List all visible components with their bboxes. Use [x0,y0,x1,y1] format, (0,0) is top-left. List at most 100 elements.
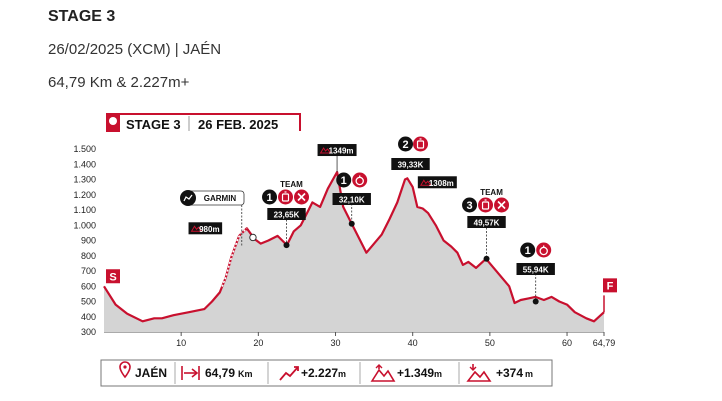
bottle-shape [481,201,490,210]
x-tick-label: 64,79 [593,338,616,348]
screwdriver-shape [297,192,306,202]
stat-max-altitude-unit: m [434,369,442,379]
checkpoint-number-badge [520,242,536,258]
checkpoint-km-label: 55,94K [523,266,549,275]
stat-min-altitude: +374 [496,366,523,380]
summit-label: 1349m [329,147,354,156]
y-tick-label: 300 [81,327,96,337]
checkpoint-dot [283,242,290,249]
checkpoint-number: 1 [525,245,531,257]
checkpoint-km-label: 32,10K [339,196,365,205]
checkpoint-dot [483,255,490,262]
x-tick-label: 60 [562,338,572,348]
x-tick-label: 30 [331,338,341,348]
finish-marker [603,278,617,293]
checkpoint-km-label-bg [332,193,371,205]
y-tick-label: 800 [81,251,96,261]
checkpoint-number-badge [398,136,414,152]
bottle-icon [478,197,494,213]
stat-location: JAÉN [135,365,167,380]
stat-min-altitude-unit: m [525,369,533,379]
garmin-label: GARMIN [204,194,237,203]
checkpoint-dot [532,298,539,305]
banner-red-bar [106,113,301,131]
checkpoint-km-label: 23,65K [274,211,300,220]
stopwatch-icon [352,172,368,188]
bottle-shape [416,140,425,149]
mountain-icon [419,179,432,186]
profile-area [104,172,604,332]
location-icon [119,361,131,379]
bottle-shape [281,193,290,202]
y-tick-label: 900 [81,236,96,246]
stage-banner: STAGE 3 26 FEB. 2025 [106,113,301,132]
checkpoint-km-label: 39,33K [398,161,424,170]
team-tag: TEAM [280,180,303,189]
checkpoint-dot [348,220,355,227]
profile-line [103,170,605,323]
stat-distance: 64,79 [205,366,235,380]
checkpoint-number: 2 [402,139,408,151]
checkpoint-number: 1 [341,175,347,187]
summit-label: 1308m [429,179,454,188]
stopwatch-icon [536,242,552,258]
stage-distance-summary: 64,79 Km & 2.227m+ [48,74,190,91]
bottle-icon [278,189,294,205]
team-tag: TEAM [480,188,503,197]
y-tick-label: 1.000 [73,220,96,230]
mountain-icon [319,147,332,154]
y-tick-label: 1.500 [73,144,96,154]
x-tick-label: 40 [408,338,418,348]
stat-max-altitude: +1.349 [397,366,434,380]
svg-text:+2.227m: +2.227m [301,366,346,380]
start-marker [106,269,120,284]
svg-text:+1.349m: +1.349m [397,366,442,380]
stats-bar: JAÉN 64,79 Km +2.227m +1.349m +374 m [100,359,553,387]
start-label: S [109,271,116,283]
x-tick-label: 10 [176,338,186,348]
banner-stage-label: STAGE 3 [126,117,181,132]
checkpoint-number: 1 [266,192,272,204]
x-tick-label: 20 [253,338,263,348]
screwdriver-shape [497,200,506,210]
checkpoint-km-label: 49,57K [474,219,500,228]
profile-layer: SF [103,170,617,332]
y-tick-label: 500 [81,297,96,307]
location-pin-icon [109,117,117,125]
y-tick-label: 1.200 [73,190,96,200]
bottle-icon [413,136,429,152]
checkpoint-number: 3 [466,200,472,212]
y-tick-label: 1.400 [73,159,96,169]
y-tick-label: 1.300 [73,175,96,185]
stat-climb: +2.227 [301,366,338,380]
annotations-layer: 1349m1308m980mGARMIN23,65K1TEAM32,10K123… [180,136,555,305]
banner-date-label: 26 FEB. 2025 [198,117,278,132]
mountain-icon [190,225,203,232]
stage-title: STAGE 3 [48,8,116,25]
y-tick-label: 600 [81,281,96,291]
y-tick-label: 1.100 [73,205,96,215]
stat-climb-unit: m [338,369,346,379]
garmin-glyph [183,194,193,202]
stage-date-location: 26/02/2025 (XCM) | JAÉN [48,41,222,58]
garmin-point [249,233,257,242]
checkpoint-number-badge [336,172,352,188]
checkpoint-number-badge [262,189,278,205]
checkpoint-km-label-bg [391,158,430,170]
climb-icon [279,366,299,381]
max-altitude-icon [370,364,396,382]
distance-icon [181,366,200,380]
summit-label: 980m [199,225,219,234]
checkpoint-km-label-bg [267,208,306,220]
x-tick-label: 50 [485,338,495,348]
y-tick-label: 400 [81,312,96,322]
checkpoint-number-badge [462,197,478,213]
finish-label: F [607,280,614,292]
y-tick-label: 700 [81,266,96,276]
checkpoint-km-label-bg [516,263,555,275]
checkpoint-km-label-bg [467,216,506,228]
stat-distance-unit: Km [238,369,253,379]
